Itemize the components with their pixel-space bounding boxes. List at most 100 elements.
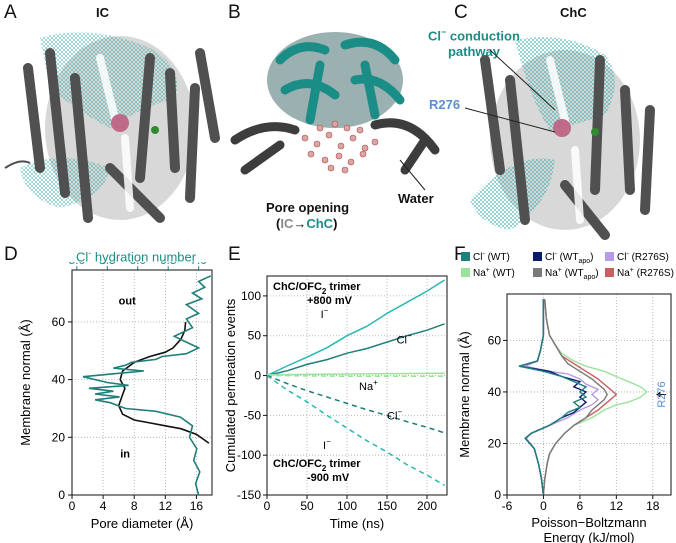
series-line-5 — [266, 374, 445, 487]
y-tick-label: 20 — [488, 436, 502, 450]
transition-arrow: → — [293, 216, 307, 231]
y-axis-label: Membrane normal (Å) — [18, 319, 33, 445]
legend-swatch — [605, 268, 614, 277]
paren-open: ( — [276, 216, 281, 231]
out-label: out — [119, 296, 136, 308]
panel-letter-d: D — [4, 244, 18, 265]
panel-a-protein-image — [4, 32, 220, 223]
plot-frame — [266, 275, 448, 496]
label-chloride-negative: Cl− — [387, 407, 402, 422]
x-axis-label-line2: Energy (kJ/mol) — [543, 530, 634, 543]
pathway-ion-charge: − — [441, 27, 447, 37]
legend-label: Na+ (WTapo) — [545, 267, 599, 281]
top-label-charge: - — [88, 248, 92, 258]
panel-d-chart: 0 4 8 12 16 5.0 5.5 6.0 6.5 7.0 0 20 40 60 out in Pore d… — [18, 262, 213, 531]
x-tick-label: 16 — [190, 499, 204, 513]
series-line-0 — [117, 321, 210, 444]
x-axis-label: Time (ns) — [330, 516, 384, 531]
legend-swatch — [533, 268, 542, 277]
panel-f-chart: Cl- (WT) Cl- (WTapo) Cl- (R276S) Na+ (WT) Na… — [457, 251, 674, 543]
top-tick-label: 5.5 — [99, 262, 116, 267]
plot-frame — [506, 293, 672, 496]
top-annotation-line1: ChC/OFC2 trimer — [273, 281, 361, 296]
y-tick-label: 50 — [248, 329, 262, 343]
y-tick-label: 100 — [241, 289, 261, 303]
legend-label: Cl- (R276S) — [617, 251, 669, 263]
x-tick-label: 150 — [377, 499, 397, 513]
panel-c-residue-label: R276 — [429, 97, 461, 112]
x-tick-label: 200 — [417, 499, 437, 513]
series-line-4 — [518, 299, 588, 496]
legend-swatch — [461, 252, 470, 261]
top-annotation-line2: +800 mV — [307, 295, 353, 307]
x-tick-label: 12 — [610, 499, 624, 513]
panel-letter-c: C — [454, 2, 468, 23]
series-line-3 — [266, 374, 445, 378]
y-tick-label: -150 — [237, 488, 261, 502]
legend-swatch — [533, 252, 542, 261]
series-line-1 — [266, 323, 445, 377]
panel-c-state-label: ChC — [560, 5, 587, 20]
x-tick-label: 0 — [69, 499, 76, 513]
panel-b-pore-label: Pore opening — [266, 200, 350, 215]
series-line-5 — [518, 299, 588, 496]
residue-arrowhead — [656, 391, 661, 398]
bottom-annotation-line1: ChC/OFC2 trimer — [273, 458, 361, 473]
transition-to: ChC — [306, 216, 334, 231]
transition-from: IC — [280, 216, 294, 231]
x-tick-label: 100 — [337, 499, 357, 513]
series-line-1 — [82, 275, 212, 496]
panel-c-protein-image — [464, 37, 655, 240]
x-tick-label: 6 — [577, 499, 584, 513]
label-chloride-positive: Cl− — [397, 332, 412, 347]
in-label: in — [120, 449, 130, 461]
pathway-word: conduction — [446, 28, 520, 44]
y-tick-label: -100 — [237, 448, 261, 462]
panel-letter-b: B — [228, 2, 241, 23]
y-tick-label: 0 — [494, 488, 501, 502]
top-tick-label: 6.0 — [129, 262, 146, 267]
plot-frame — [71, 269, 213, 496]
panel-letter-e: E — [228, 244, 241, 265]
series-line-3 — [522, 299, 600, 496]
series-line-2 — [542, 299, 609, 496]
x-tick-label: 12 — [159, 499, 173, 513]
top-label-rest: hydration number — [91, 249, 197, 265]
legend-label: Na+ (R276S) — [617, 267, 674, 279]
y-tick-label: -50 — [244, 408, 262, 422]
y-tick-label: 0 — [58, 488, 65, 502]
label-sodium: Na+ — [359, 378, 378, 393]
x-tick-label: 18 — [646, 499, 660, 513]
series-line-4 — [266, 374, 445, 434]
series-line-2 — [266, 372, 445, 376]
y-tick-label: 40 — [488, 385, 502, 399]
y-tick-label: 0 — [254, 369, 261, 383]
top-tick-label: 5.0 — [69, 262, 86, 267]
panel-b-water-label: Water — [398, 191, 434, 206]
legend-label: Cl- (WTapo) — [545, 251, 593, 265]
x-tick-label: 0 — [264, 499, 271, 513]
y-tick-label: 40 — [52, 373, 66, 387]
x-tick-label: 0 — [540, 499, 547, 513]
top-label-ion: Cl — [76, 249, 89, 265]
paren-close: ) — [333, 216, 338, 231]
legend-label: Na+ (WT) — [473, 267, 515, 279]
residue-label: R276 — [656, 381, 668, 407]
panel-e-chart: 0 50 100 150 200 -150 -100 -50 0 50 100 ChC/OFC2 tr… — [225, 275, 448, 531]
pathway-ion: Cl — [428, 28, 441, 44]
y-axis-label: Cumulated permeation events — [225, 298, 238, 472]
panel-b-transition-label: (IC→ChC) — [276, 216, 337, 231]
panel-d-top-axis-label: Cl- hydration number — [76, 248, 196, 264]
legend-swatch — [605, 252, 614, 261]
panel-b-protein-image — [230, 32, 440, 191]
x-axis-label: Pore diameter (Å) — [91, 516, 194, 531]
bottom-annotation-line2: -900 mV — [307, 472, 350, 484]
x-axis-label-line1: Poisson−Boltzmann — [531, 515, 646, 530]
x-tick-label: 8 — [131, 499, 138, 513]
panel-letter-f: F — [454, 244, 466, 265]
label-iodide-positive: I− — [321, 306, 329, 321]
x-tick-label: 4 — [100, 499, 107, 513]
top-tick-label: 6.5 — [160, 262, 177, 267]
y-tick-label: 60 — [52, 315, 66, 329]
label-iodide-negative: I− — [323, 437, 331, 452]
